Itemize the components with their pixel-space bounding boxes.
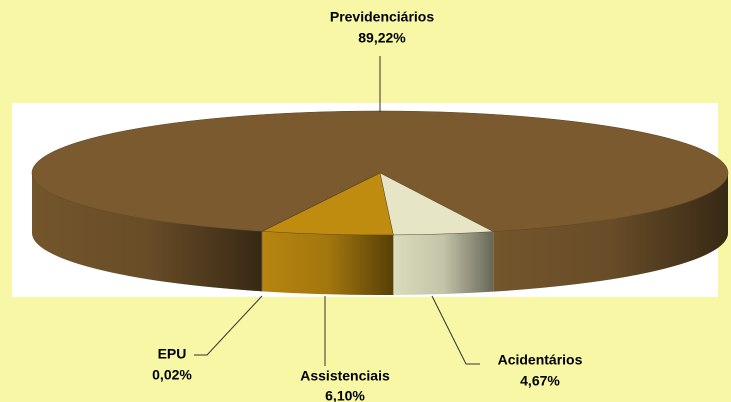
pie-slice — [31, 110, 729, 232]
pie-slice — [261, 172, 394, 236]
pie — [31, 110, 729, 295]
slice-value-label: 0,02% — [152, 367, 192, 383]
slice-value-label: 6,10% — [325, 388, 365, 402]
slice-value-label: 4,67% — [520, 373, 560, 389]
slice-value-label: 89,22% — [358, 30, 406, 46]
labels: Previdenciários 89,22% Acidentários 4,67… — [152, 9, 582, 402]
pie-slice — [260, 172, 381, 232]
slice-side-shade — [393, 231, 494, 295]
slice-side-shade — [262, 231, 394, 295]
leader-line — [431, 295, 480, 365]
slice-label: EPU — [158, 346, 187, 362]
slice-label: Previdenciários — [330, 9, 434, 25]
slice-side-shade — [32, 173, 262, 292]
slice-side-shade — [493, 173, 728, 292]
slice-label: Acidentários — [498, 352, 583, 368]
slice-label: Assistenciais — [300, 368, 390, 384]
leader-line — [194, 295, 263, 356]
